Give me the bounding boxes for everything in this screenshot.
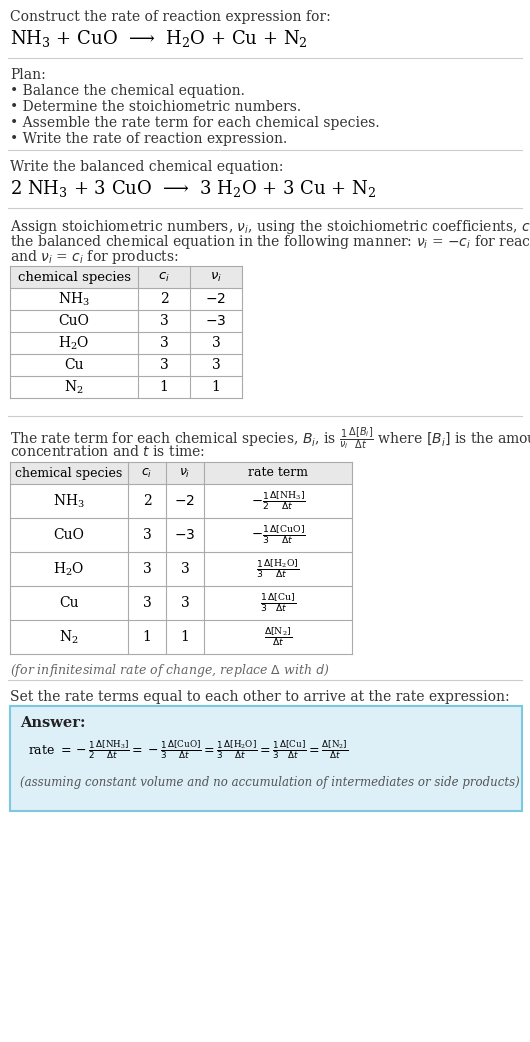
Text: 3: 3 bbox=[160, 358, 169, 372]
Bar bbox=[10, 266, 242, 288]
Text: Plan:: Plan: bbox=[10, 68, 46, 82]
FancyBboxPatch shape bbox=[10, 706, 522, 811]
Text: 1: 1 bbox=[143, 630, 152, 644]
Text: CuO: CuO bbox=[54, 528, 84, 542]
Text: $-\frac{1}{2}\frac{\Delta[\mathregular{NH_3}]}{\Delta t}$: $-\frac{1}{2}\frac{\Delta[\mathregular{N… bbox=[251, 490, 305, 513]
Text: 3: 3 bbox=[143, 562, 152, 576]
Text: • Balance the chemical equation.: • Balance the chemical equation. bbox=[10, 84, 245, 98]
Text: rate term: rate term bbox=[248, 467, 308, 479]
Text: • Assemble the rate term for each chemical species.: • Assemble the rate term for each chemic… bbox=[10, 116, 379, 130]
Text: $\mathregular{NH_3}$: $\mathregular{NH_3}$ bbox=[53, 492, 85, 510]
Text: 3: 3 bbox=[181, 596, 189, 610]
Text: Answer:: Answer: bbox=[20, 716, 85, 730]
Text: 3: 3 bbox=[160, 336, 169, 350]
Text: 1: 1 bbox=[181, 630, 189, 644]
Text: $\nu_i$: $\nu_i$ bbox=[179, 467, 191, 479]
Text: $-2$: $-2$ bbox=[174, 494, 196, 508]
Text: (assuming constant volume and no accumulation of intermediates or side products): (assuming constant volume and no accumul… bbox=[20, 776, 520, 789]
Text: 2: 2 bbox=[160, 292, 169, 306]
Text: 2: 2 bbox=[143, 494, 152, 508]
Text: 3: 3 bbox=[211, 336, 220, 350]
Text: $-3$: $-3$ bbox=[174, 528, 196, 542]
Text: $\frac{\Delta[\mathregular{N_2}]}{\Delta t}$: $\frac{\Delta[\mathregular{N_2}]}{\Delta… bbox=[264, 625, 292, 648]
Text: 3: 3 bbox=[143, 528, 152, 542]
Text: 3: 3 bbox=[143, 596, 152, 610]
Text: concentration and $t$ is time:: concentration and $t$ is time: bbox=[10, 444, 205, 458]
Text: rate $= -\frac{1}{2}\frac{\Delta[\mathregular{NH_3}]}{\Delta t} = -\frac{1}{3}\f: rate $= -\frac{1}{2}\frac{\Delta[\mathre… bbox=[28, 738, 348, 761]
Text: 1: 1 bbox=[160, 380, 169, 394]
Text: $-3$: $-3$ bbox=[205, 314, 227, 328]
Text: $\mathregular{H_2O}$: $\mathregular{H_2O}$ bbox=[58, 334, 90, 352]
Text: $-2$: $-2$ bbox=[206, 292, 226, 306]
Text: Set the rate terms equal to each other to arrive at the rate expression:: Set the rate terms equal to each other t… bbox=[10, 690, 510, 704]
Text: Construct the rate of reaction expression for:: Construct the rate of reaction expressio… bbox=[10, 10, 331, 24]
Bar bbox=[10, 462, 352, 483]
Text: Cu: Cu bbox=[59, 596, 79, 610]
Text: Write the balanced chemical equation:: Write the balanced chemical equation: bbox=[10, 160, 284, 174]
Text: (for infinitesimal rate of change, replace $\Delta$ with $d$): (for infinitesimal rate of change, repla… bbox=[10, 662, 329, 679]
Text: 3: 3 bbox=[211, 358, 220, 372]
Text: $\mathregular{N_2}$: $\mathregular{N_2}$ bbox=[64, 378, 84, 396]
Text: Cu: Cu bbox=[64, 358, 84, 372]
Text: • Determine the stoichiometric numbers.: • Determine the stoichiometric numbers. bbox=[10, 100, 301, 114]
Text: $\nu_i$: $\nu_i$ bbox=[210, 271, 222, 283]
Text: 1: 1 bbox=[211, 380, 220, 394]
Text: $\frac{1}{3}\frac{\Delta[\mathregular{H_2O}]}{\Delta t}$: $\frac{1}{3}\frac{\Delta[\mathregular{H_… bbox=[257, 557, 299, 580]
Text: $\mathregular{NH_3}$: $\mathregular{NH_3}$ bbox=[58, 291, 90, 307]
Text: 3: 3 bbox=[160, 314, 169, 328]
Text: $\mathregular{NH_3}$ + CuO  ⟶  $\mathregular{H_2O}$ + Cu + $\mathregular{N_2}$: $\mathregular{NH_3}$ + CuO ⟶ $\mathregul… bbox=[10, 28, 308, 49]
Text: 2 $\mathregular{NH_3}$ + 3 CuO  ⟶  3 $\mathregular{H_2O}$ + 3 Cu + $\mathregular: 2 $\mathregular{NH_3}$ + 3 CuO ⟶ 3 $\mat… bbox=[10, 178, 376, 199]
Text: • Write the rate of reaction expression.: • Write the rate of reaction expression. bbox=[10, 132, 287, 146]
Text: $\frac{1}{3}\frac{\Delta[\mathregular{Cu}]}{\Delta t}$: $\frac{1}{3}\frac{\Delta[\mathregular{Cu… bbox=[260, 592, 296, 614]
Text: $-\frac{1}{3}\frac{\Delta[\mathregular{CuO}]}{\Delta t}$: $-\frac{1}{3}\frac{\Delta[\mathregular{C… bbox=[251, 524, 305, 546]
Text: CuO: CuO bbox=[58, 314, 90, 328]
Text: chemical species: chemical species bbox=[17, 271, 130, 283]
Text: the balanced chemical equation in the following manner: $\mathit{\nu_i}$ = $-\ma: the balanced chemical equation in the fo… bbox=[10, 233, 530, 251]
Text: $c_i$: $c_i$ bbox=[158, 271, 170, 283]
Text: The rate term for each chemical species, $B_i$, is $\frac{1}{\nu_i}\frac{\Delta : The rate term for each chemical species,… bbox=[10, 426, 530, 452]
Text: $\mathregular{H_2O}$: $\mathregular{H_2O}$ bbox=[54, 561, 85, 577]
Text: chemical species: chemical species bbox=[15, 467, 122, 479]
Text: $\mathregular{N_2}$: $\mathregular{N_2}$ bbox=[59, 628, 79, 646]
Text: 3: 3 bbox=[181, 562, 189, 576]
Text: and $\mathit{\nu_i}$ = $\mathit{c_i}$ for products:: and $\mathit{\nu_i}$ = $\mathit{c_i}$ fo… bbox=[10, 248, 179, 266]
Text: $c_i$: $c_i$ bbox=[142, 467, 153, 479]
Text: Assign stoichiometric numbers, $\mathit{\nu_i}$, using the stoichiometric coeffi: Assign stoichiometric numbers, $\mathit{… bbox=[10, 218, 530, 235]
